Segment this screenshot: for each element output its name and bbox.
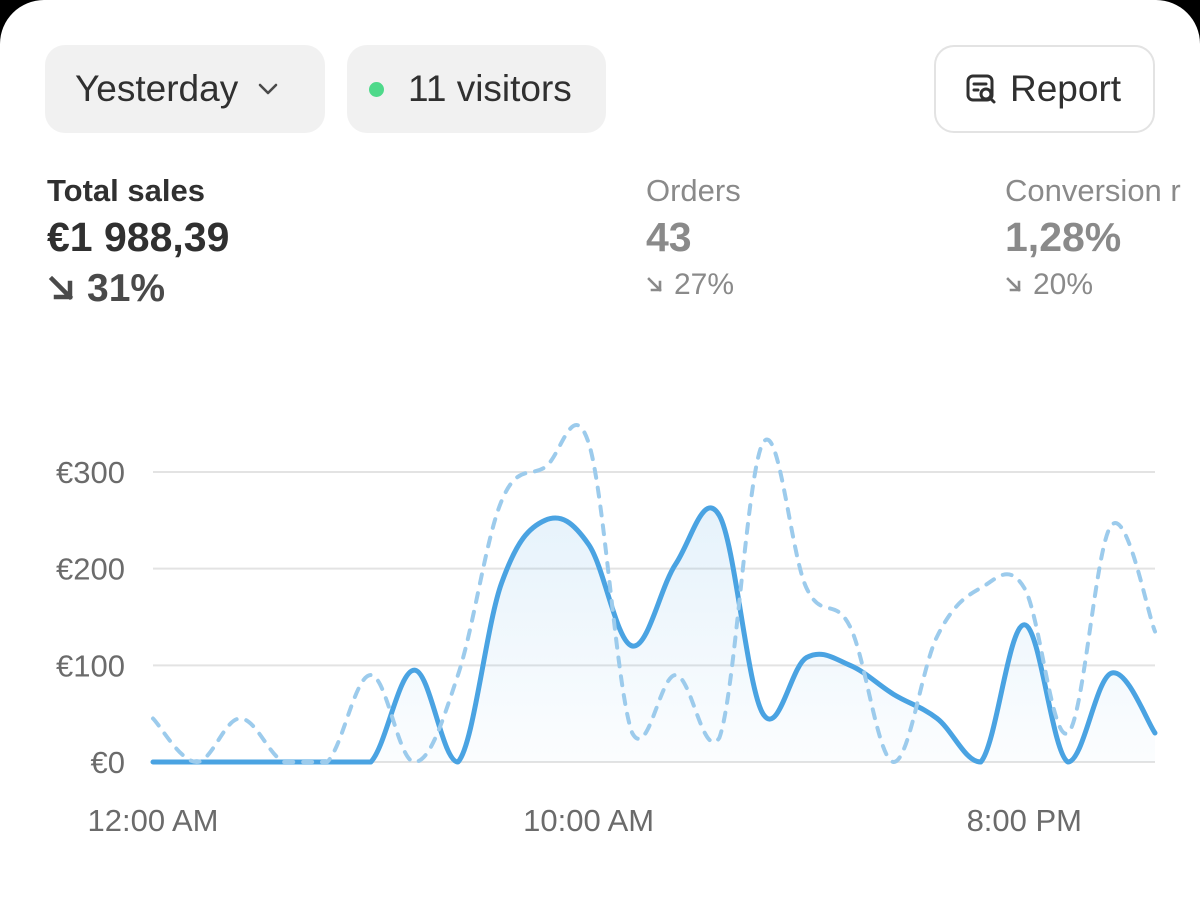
metric-value: 43 bbox=[646, 214, 692, 260]
metric-label: Conversion r bbox=[1005, 173, 1181, 208]
sales-line-chart: €0 €100 €200 €300 12:00 AM 10:00 AM 8:00 PM bbox=[56, 423, 1158, 838]
metric-label: Orders bbox=[646, 173, 741, 208]
metric-label: Total sales bbox=[47, 173, 205, 208]
y-tick-label: €100 bbox=[56, 648, 125, 683]
metric-orders[interactable]: Orders 43 27% bbox=[646, 172, 741, 304]
date-range-label: Yesterday bbox=[75, 68, 239, 109]
arrow-down-right-icon bbox=[1006, 277, 1021, 292]
report-label: Report bbox=[1010, 68, 1122, 109]
metric-delta-value: 31% bbox=[87, 267, 166, 310]
metric-delta-value: 20% bbox=[1033, 268, 1094, 301]
metric-delta: 20% bbox=[1005, 266, 1181, 304]
visitors-count: 11 visitors bbox=[408, 68, 572, 109]
arrow-down-right-icon bbox=[48, 275, 74, 301]
arrow-down-right-icon bbox=[647, 277, 662, 292]
metric-delta-value: 27% bbox=[674, 268, 735, 301]
y-tick-label: €0 bbox=[91, 745, 125, 780]
y-tick-label: €300 bbox=[56, 455, 125, 490]
report-button[interactable]: Report bbox=[934, 45, 1155, 133]
x-tick-label: 8:00 PM bbox=[967, 803, 1082, 838]
metric-value: €1 988,39 bbox=[47, 214, 230, 260]
report-search-icon bbox=[964, 72, 998, 106]
metric-conversion-rate[interactable]: Conversion r 1,28% 20% bbox=[1005, 172, 1181, 304]
date-range-dropdown[interactable]: Yesterday bbox=[45, 45, 325, 133]
previous-series-line bbox=[151, 423, 1157, 765]
metric-total-sales[interactable]: Total sales €1 988,39 31% bbox=[47, 172, 229, 314]
current-series-line bbox=[150, 505, 1158, 765]
live-status-dot-icon bbox=[369, 81, 384, 97]
x-tick-label: 12:00 AM bbox=[88, 803, 219, 838]
y-tick-label: €200 bbox=[56, 552, 125, 587]
metric-delta: 31% bbox=[47, 264, 229, 314]
live-visitors-badge[interactable]: 11 visitors bbox=[347, 45, 606, 133]
x-tick-label: 10:00 AM bbox=[523, 803, 654, 838]
metric-delta: 27% bbox=[646, 266, 741, 304]
current-series-area bbox=[153, 507, 1155, 762]
metric-value: 1,28% bbox=[1005, 214, 1122, 260]
chevron-down-icon bbox=[256, 81, 280, 97]
